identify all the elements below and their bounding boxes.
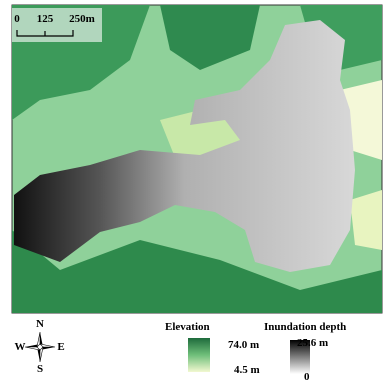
compass-label: E	[57, 341, 64, 353]
compass-label: S	[37, 363, 43, 375]
legend-label: 0	[304, 371, 310, 383]
legend: Elevation 74.0 m 4.5 m Inundation depth …	[165, 321, 346, 383]
scale-label: 250m	[69, 13, 95, 25]
compass-rose	[25, 332, 55, 362]
legend-label: 74.0 m	[228, 339, 259, 351]
terrain	[350, 190, 382, 250]
compass-label: N	[36, 318, 44, 330]
compass: N S W E	[15, 318, 65, 375]
map	[12, 5, 382, 313]
scale-label: 0	[14, 13, 20, 25]
legend-title: Elevation	[165, 321, 210, 333]
scale-label: 125	[37, 13, 54, 25]
compass-label: W	[15, 341, 26, 353]
elevation-ramp	[188, 338, 210, 372]
legend-label: 4.5 m	[234, 364, 260, 376]
legend-title: Inundation depth	[264, 321, 346, 333]
legend-label: 25.6 m	[297, 337, 328, 349]
scale-bar: 0 125 250m	[12, 8, 102, 42]
map-figure: 0 125 250m N S W E Elevation 74.0 m 4.5 …	[0, 0, 392, 385]
